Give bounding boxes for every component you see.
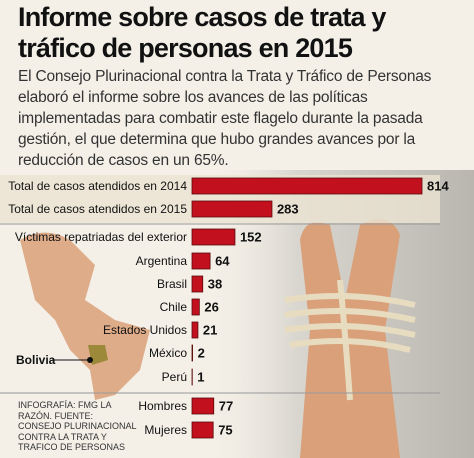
bar: [191, 177, 423, 195]
value-label: 814: [427, 178, 449, 193]
value-label: 26: [204, 299, 218, 314]
value-label: 283: [277, 201, 299, 216]
category-label: Perú: [162, 370, 187, 384]
bar: [191, 344, 193, 362]
value-label: 152: [240, 229, 262, 244]
value-label: 2: [198, 345, 205, 360]
category-label: Chile: [160, 300, 188, 314]
map: [20, 232, 150, 400]
category-label: Estados Unidos: [103, 323, 187, 337]
rope: [284, 279, 416, 401]
bar: [191, 298, 200, 316]
bar: [191, 252, 211, 270]
category-label: Argentina: [136, 254, 188, 268]
bar: [191, 228, 236, 246]
source: INFOGRAFÍA: FMG LA RAZÓN. FUENTE: CONSEJ…: [18, 400, 137, 452]
value-label: 77: [219, 398, 233, 413]
category-label: Total de casos atendidos en 2015: [8, 202, 187, 216]
subtitle: El Consejo Plurinacional contra la Trata…: [18, 68, 432, 169]
bar: [191, 200, 273, 218]
bar: [191, 321, 199, 339]
category-label: Hombres: [138, 399, 187, 413]
category-label: Mujeres: [144, 423, 187, 437]
value-label: 38: [208, 276, 222, 291]
category-label: Total de casos atendidos en 2014: [8, 179, 187, 193]
title: Informe sobre casos de trata y tráfico d…: [18, 2, 386, 63]
value-label: 21: [203, 322, 217, 337]
category-label: México: [149, 346, 187, 360]
bar: [191, 275, 204, 293]
map-label: Bolivia: [16, 353, 56, 367]
category-label: Brasil: [157, 277, 187, 291]
value-label: 64: [215, 253, 230, 268]
map-marker: [87, 357, 93, 363]
value-label: 1: [197, 369, 204, 384]
bar: [191, 397, 215, 415]
value-label: 75: [218, 422, 232, 437]
category-label: Víctimas repatriadas del exterior: [15, 230, 187, 244]
bar: [191, 421, 214, 439]
